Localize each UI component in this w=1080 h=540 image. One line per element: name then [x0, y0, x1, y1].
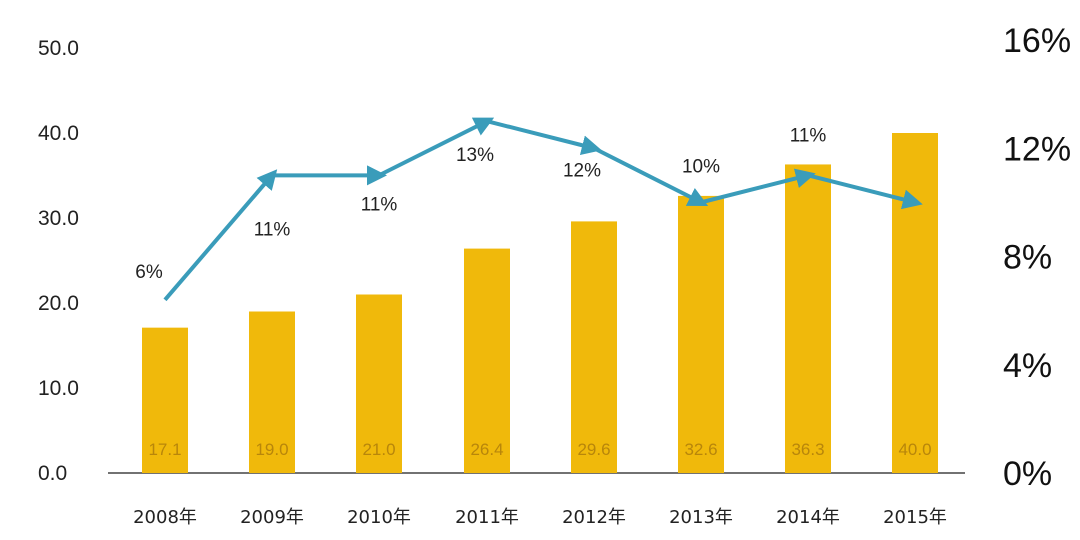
right-tick-label: 16% — [1003, 22, 1071, 60]
line-segment — [486, 119, 602, 156]
line-value-labels: 6% 11% 11% 13% 12% 10% 11% — [135, 125, 826, 282]
bar-value-labels: 17.1 19.0 21.0 26.4 29.6 32.6 36.3 40.0 — [148, 440, 931, 459]
line-segment — [807, 173, 923, 210]
bar-value-label: 19.0 — [255, 440, 288, 459]
category-label: 2011年 — [455, 507, 519, 528]
left-tick-label: 20.0 — [38, 292, 79, 315]
right-tick-label: 12% — [1003, 130, 1071, 168]
line-value-label: 11% — [361, 194, 398, 215]
bar — [249, 311, 295, 473]
bar — [785, 164, 831, 473]
left-tick-label: 0.0 — [38, 462, 67, 485]
left-tick-label: 40.0 — [38, 122, 79, 145]
category-label: 2012年 — [562, 507, 626, 528]
bar-value-label: 29.6 — [577, 440, 610, 459]
bar-series — [142, 133, 938, 473]
bar — [356, 294, 402, 473]
bar-value-label: 17.1 — [148, 440, 181, 459]
line-segment — [700, 168, 816, 205]
left-tick-label: 10.0 — [38, 377, 79, 400]
line-value-label: 11% — [790, 125, 827, 146]
bar-value-label: 32.6 — [684, 440, 717, 459]
bar — [142, 327, 188, 473]
line-value-label: 12% — [563, 160, 601, 181]
bar — [678, 195, 724, 473]
category-label: 2010年 — [347, 507, 411, 528]
category-label: 2014年 — [776, 507, 840, 528]
category-label: 2015年 — [883, 507, 947, 528]
category-label: 2009年 — [240, 507, 304, 528]
line-value-label: 13% — [456, 145, 494, 166]
left-tick-label: 30.0 — [38, 207, 79, 230]
line-segment — [163, 169, 278, 302]
bar-value-label: 21.0 — [362, 440, 395, 459]
right-axis: 0% 4% 8% 12% 16% — [1003, 22, 1071, 493]
line-value-label: 10% — [682, 156, 720, 177]
category-label: 2008年 — [133, 507, 197, 528]
line-segment — [593, 146, 709, 206]
category-labels: 2008年 2009年 2010年 2011年 2012年 2013年 2014年 2015年 — [133, 507, 947, 528]
left-tick-label: 50.0 — [38, 37, 79, 60]
line-value-label: 6% — [135, 262, 163, 283]
bar-value-label: 36.3 — [791, 440, 824, 459]
bar-value-label: 26.4 — [470, 440, 503, 459]
right-tick-label: 8% — [1003, 239, 1052, 277]
right-tick-label: 0% — [1003, 455, 1052, 493]
right-tick-label: 4% — [1003, 347, 1052, 385]
left-axis: 0.0 10.0 20.0 30.0 40.0 50.0 — [38, 37, 79, 485]
bar — [571, 221, 617, 473]
line-series — [163, 117, 923, 302]
bar — [892, 133, 938, 473]
bar-value-label: 40.0 — [898, 440, 931, 459]
bar — [464, 248, 510, 473]
category-label: 2013年 — [669, 507, 733, 528]
line-value-label: 11% — [254, 219, 291, 240]
line-segment — [378, 117, 495, 178]
